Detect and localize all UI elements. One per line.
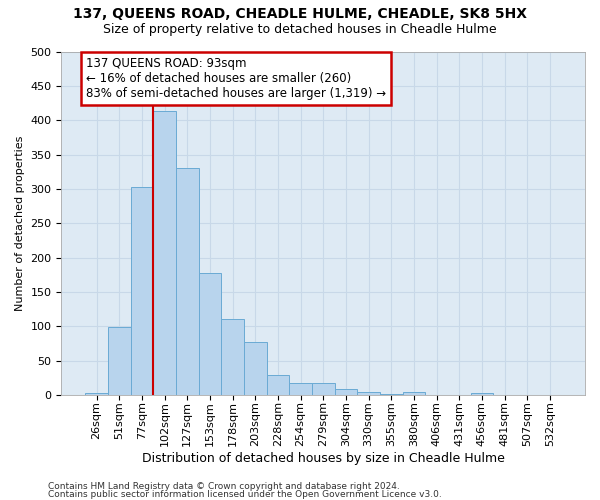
Bar <box>176 168 199 395</box>
Text: Contains HM Land Registry data © Crown copyright and database right 2024.: Contains HM Land Registry data © Crown c… <box>48 482 400 491</box>
Y-axis label: Number of detached properties: Number of detached properties <box>15 136 25 311</box>
Text: 137, QUEENS ROAD, CHEADLE HULME, CHEADLE, SK8 5HX: 137, QUEENS ROAD, CHEADLE HULME, CHEADLE… <box>73 8 527 22</box>
X-axis label: Distribution of detached houses by size in Cheadle Hulme: Distribution of detached houses by size … <box>142 452 505 465</box>
Bar <box>312 384 335 395</box>
Bar <box>357 392 380 395</box>
Bar <box>335 389 357 395</box>
Bar <box>108 327 131 395</box>
Bar <box>131 187 153 395</box>
Text: Size of property relative to detached houses in Cheadle Hulme: Size of property relative to detached ho… <box>103 22 497 36</box>
Bar <box>470 393 493 395</box>
Bar <box>266 375 289 395</box>
Bar <box>289 384 312 395</box>
Bar <box>221 319 244 395</box>
Bar <box>85 393 108 395</box>
Bar <box>153 112 176 395</box>
Bar <box>244 342 266 395</box>
Text: Contains public sector information licensed under the Open Government Licence v3: Contains public sector information licen… <box>48 490 442 499</box>
Bar <box>199 273 221 395</box>
Bar <box>380 394 403 395</box>
Text: 137 QUEENS ROAD: 93sqm
← 16% of detached houses are smaller (260)
83% of semi-de: 137 QUEENS ROAD: 93sqm ← 16% of detached… <box>86 57 386 100</box>
Bar <box>403 392 425 395</box>
